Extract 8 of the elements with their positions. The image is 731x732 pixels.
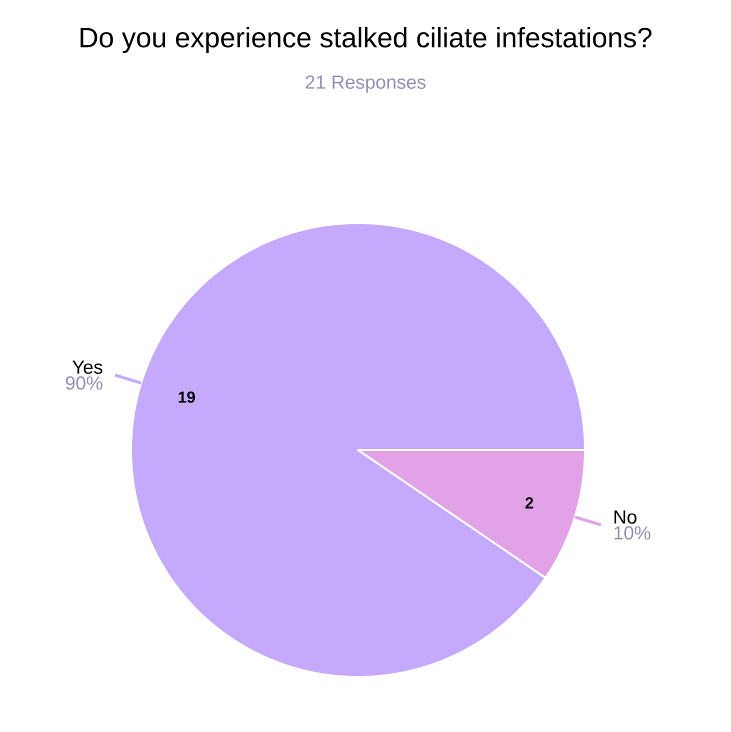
slice-label: Yes — [72, 360, 102, 374]
chart-subtitle: 21 Responses — [306, 75, 426, 93]
data-label: 2 — [525, 497, 534, 508]
data-label: 19 — [178, 391, 195, 403]
chart-title: Do you experience stalked ciliate infestations? — [80, 26, 652, 54]
text: 90% — [66, 376, 102, 390]
slice-label: No — [614, 510, 636, 524]
text: 10% — [614, 526, 650, 540]
